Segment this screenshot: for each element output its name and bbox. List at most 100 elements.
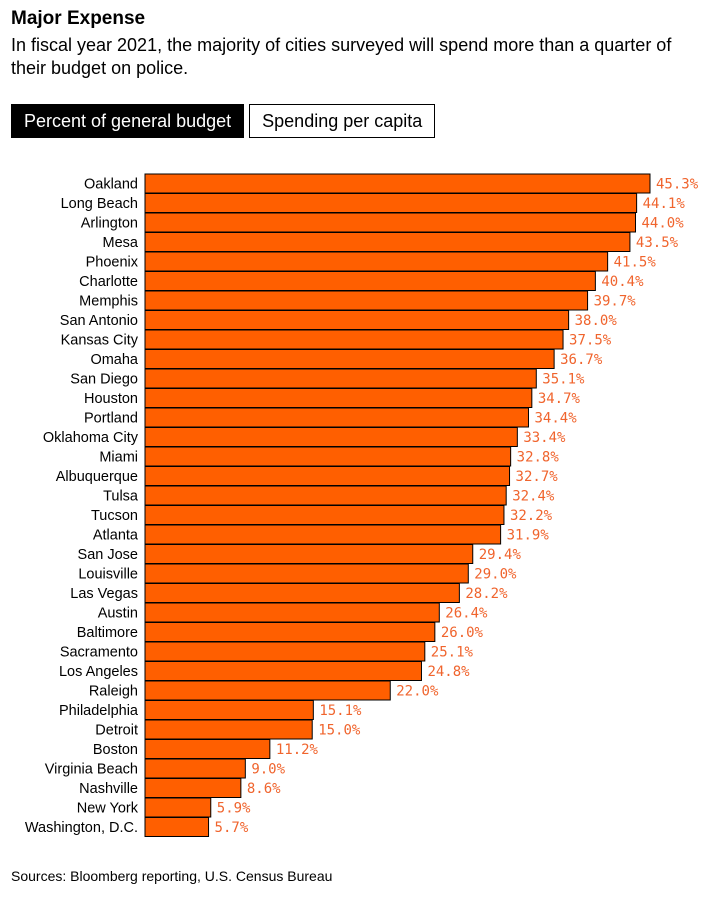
bar-chart: Oakland 45.3% Long Beach 44.1% Arlington 44.0… [25,173,699,837]
value-label: 36.7% [560,352,603,368]
value-label: 29.0% [474,567,517,583]
category-label: Detroit [95,723,138,739]
view-tabs: Percent of general budget Spending per c… [11,104,436,138]
value-label: 9.0% [251,762,285,778]
category-label: Charlotte [79,274,138,290]
bar [144,368,537,389]
bar [144,212,637,233]
bar [144,446,512,467]
value-label: 28.2% [465,586,508,602]
bar [144,427,518,447]
category-label: San Diego [70,372,138,388]
value-label: 15.1% [319,703,362,719]
value-label: 11.2% [276,742,319,758]
value-label: 34.4% [534,411,577,427]
value-label: 32.2% [510,508,553,524]
value-label: 44.0% [642,216,685,232]
category-label: Raleigh [89,684,138,700]
chart-title: Major Expense [11,8,146,29]
category-label: Kansas City [61,333,139,349]
value-label: 33.4% [523,430,566,446]
category-label: Baltimore [77,625,138,641]
bar [144,232,631,252]
category-label: Houston [84,391,138,407]
bar [144,251,609,272]
bar [144,524,502,545]
bar [144,193,638,213]
bar [144,758,246,779]
value-label: 44.1% [643,196,686,212]
bar [144,563,469,584]
category-label: Mesa [103,235,139,251]
bar [144,797,212,818]
bar [144,290,589,311]
value-label: 31.9% [507,528,550,544]
bar [144,583,460,603]
bar [144,544,474,564]
bar [144,466,511,486]
bar [144,407,529,428]
bar [144,719,313,740]
value-label: 34.7% [538,391,581,407]
category-label: Omaha [90,352,138,368]
bar [144,388,533,408]
category-label: Oakland [84,177,138,193]
category-label: Nashville [79,781,138,797]
value-label: 41.5% [614,255,657,271]
bar [144,485,507,506]
value-label: 35.1% [542,372,585,388]
category-label: Long Beach [61,196,138,212]
value-label: 39.7% [594,294,637,310]
source-note: Sources: Bloomberg reporting, U.S. Censu… [11,868,333,884]
value-label: 45.3% [656,177,699,193]
category-label: Tulsa [103,489,139,505]
category-label: Washington, D.C. [25,820,138,836]
category-label: Virginia Beach [45,762,138,778]
tab-percent-of-budget[interactable]: Percent of general budget [11,104,245,138]
category-label: San Antonio [60,313,138,329]
category-label: Tucson [91,508,138,524]
bar [144,778,242,798]
tab-spending-per-capita[interactable]: Spending per capita [249,104,436,138]
value-label: 32.7% [516,469,559,485]
value-label: 26.0% [441,625,484,641]
chart-subtitle: In fiscal year 2021, the majority of cit… [11,35,672,78]
bar [144,680,391,701]
bar [144,602,440,623]
value-label: 5.7% [215,820,249,836]
value-label: 8.6% [247,781,281,797]
value-label: 38.0% [575,313,618,329]
value-label: 43.5% [636,235,679,251]
bar [144,622,436,642]
category-label: Austin [98,606,138,622]
category-label: Philadelphia [59,703,139,719]
category-label: Albuquerque [56,469,138,485]
category-label: San Jose [78,547,138,563]
value-label: 5.9% [217,801,251,817]
bar [144,349,555,369]
bar [144,173,651,194]
category-label: Miami [99,450,138,466]
value-label: 32.8% [517,450,560,466]
value-label: 37.5% [569,333,612,349]
bar [144,505,505,525]
category-label: Las Vegas [70,586,138,602]
bar [144,310,570,330]
value-label: 26.4% [445,606,488,622]
category-label: Los Angeles [59,664,138,680]
bar [144,271,596,291]
category-label: Arlington [81,216,138,232]
category-label: Phoenix [86,255,139,271]
value-label: 29.4% [479,547,522,563]
value-label: 25.1% [431,645,474,661]
category-label: Portland [84,411,138,427]
value-label: 24.8% [427,664,470,680]
bar [144,739,271,759]
category-label: Louisville [78,567,138,583]
value-label: 15.0% [318,723,361,739]
category-label: Memphis [79,294,138,310]
category-label: Oklahoma City [43,430,139,446]
category-label: Atlanta [93,528,139,544]
category-label: Sacramento [60,645,138,661]
value-label: 32.4% [512,489,555,505]
